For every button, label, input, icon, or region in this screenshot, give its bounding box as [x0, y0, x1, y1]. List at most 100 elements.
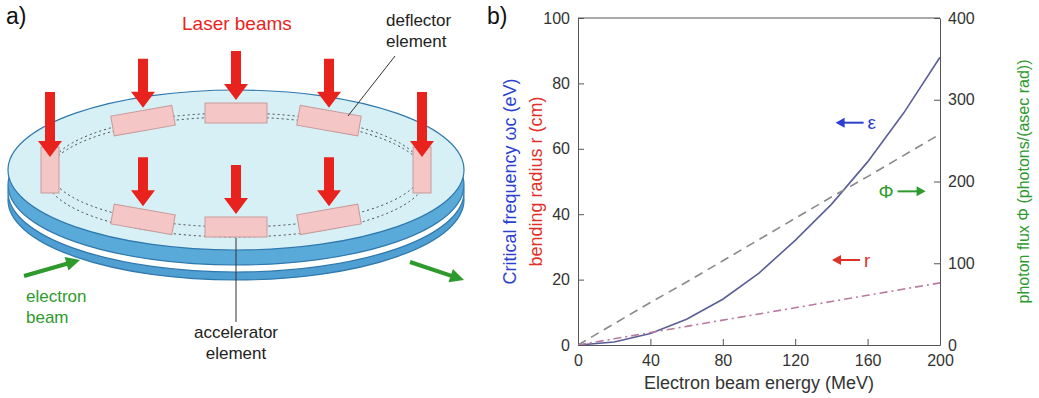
tick-label: 200 — [927, 352, 954, 369]
label-arrow-head — [832, 255, 841, 265]
tick-mark — [934, 263, 940, 264]
laser-arrow — [38, 92, 62, 157]
tick-label: 160 — [855, 352, 882, 369]
series-label: ε — [868, 112, 877, 133]
plot-frame — [578, 18, 940, 19]
axis: 0 20 40 60 80 100 — [543, 10, 584, 354]
series-line — [578, 57, 940, 345]
tick: 160 — [855, 339, 882, 369]
tick-label: 40 — [552, 206, 570, 223]
label-arrow — [898, 190, 919, 192]
leader-line — [236, 238, 237, 322]
y-axis-title: Critical frequency ωc (eV) — [500, 78, 520, 284]
tick-mark — [650, 339, 651, 345]
label-arrow — [839, 259, 860, 261]
tick-label: 300 — [948, 91, 975, 108]
tick: 20 — [552, 271, 584, 288]
laser-arrow — [410, 92, 434, 157]
y-axis-title: bending radius r (cm) — [526, 96, 546, 266]
disk-layer — [8, 90, 464, 250]
x-axis-title: Electron beam energy (MeV) — [644, 373, 874, 393]
tick: 200 — [934, 173, 975, 190]
tick-label: 60 — [552, 140, 570, 157]
laser-arrow — [131, 157, 155, 206]
tick: 0 — [934, 337, 957, 354]
tick-mark — [578, 345, 584, 346]
y2-axis-title: photon flux Φ (photons/(asec rad)) — [1015, 60, 1032, 304]
axis: 0 100 200 300 400 — [934, 10, 975, 354]
tick-label: 80 — [552, 75, 570, 92]
beam-arrow — [410, 262, 455, 277]
beam-path — [46, 117, 426, 237]
series-line — [578, 134, 940, 345]
optical-element — [297, 105, 362, 135]
tick-mark — [723, 339, 724, 345]
axis-line — [579, 345, 941, 346]
tick-label: 0 — [574, 352, 583, 369]
tick: 300 — [934, 91, 975, 108]
panel-label: a) — [6, 3, 26, 29]
optical-element — [111, 204, 176, 234]
figure: a) b) Laser beams deflectorelement accelerat… — [0, 0, 1039, 398]
diagram-label: deflectorelement — [386, 11, 452, 51]
beam-arrow-head — [449, 269, 464, 282]
tick-label: 100 — [948, 255, 975, 272]
beam-path — [50, 113, 422, 227]
optical-element — [205, 217, 267, 237]
diagram-title: Laser beams — [182, 13, 292, 34]
tick-mark — [795, 339, 796, 345]
optical-element — [205, 103, 267, 123]
axis-line — [578, 19, 579, 346]
series-label: r — [864, 250, 871, 271]
tick: 80 — [714, 339, 732, 369]
tick: 100 — [543, 10, 584, 27]
panel-label: b) — [487, 3, 507, 29]
optical-element — [297, 204, 362, 234]
tick: 40 — [642, 339, 660, 369]
tick-label: 400 — [948, 10, 975, 27]
laser-arrow — [317, 157, 341, 206]
tick-label: 200 — [948, 173, 975, 190]
tick-label: 0 — [948, 337, 957, 354]
laser-arrow — [131, 59, 155, 108]
tick-mark — [934, 345, 940, 346]
beam-arrow-head — [65, 257, 80, 270]
tick-mark — [578, 83, 584, 84]
axis: 0 40 80 120 160 200 — [574, 339, 954, 369]
series-labels: ε Φr — [832, 112, 926, 270]
tick-mark — [578, 149, 584, 150]
axis-line — [940, 19, 941, 346]
tick: 100 — [934, 255, 975, 272]
tick-label: 120 — [782, 352, 809, 369]
tick: 60 — [552, 140, 584, 157]
laser-arrow — [224, 51, 248, 100]
laser-arrow — [224, 165, 248, 214]
label-arrow — [843, 122, 864, 124]
tick: 80 — [552, 75, 584, 92]
tick-label: 80 — [714, 352, 732, 369]
laser-arrow — [317, 59, 341, 108]
tick-label: 40 — [642, 352, 660, 369]
beam-arrow — [24, 263, 70, 276]
tick-label: 0 — [561, 337, 570, 354]
tick-mark — [578, 280, 584, 281]
tick-label: 20 — [552, 271, 570, 288]
diagram-label: acceleratorelement — [194, 323, 278, 363]
diagram: Laser beams deflectorelement acceleratorel… — [8, 11, 464, 363]
leader-line — [348, 56, 395, 116]
tick: 120 — [782, 339, 809, 369]
optical-element — [111, 105, 176, 135]
tick-mark — [578, 214, 584, 215]
series-line — [578, 283, 940, 345]
label-arrow-head — [917, 186, 926, 196]
tick-mark — [934, 182, 940, 183]
tick-mark — [868, 339, 869, 345]
plot-lines — [578, 57, 940, 345]
diagram-label: electronbeam — [26, 287, 86, 327]
tick: 0 — [561, 337, 584, 354]
tick-label: 100 — [543, 10, 570, 27]
series-label: Φ — [878, 181, 893, 202]
label-arrow-head — [836, 118, 845, 128]
tick: 400 — [934, 10, 975, 27]
tick: 40 — [552, 206, 584, 223]
